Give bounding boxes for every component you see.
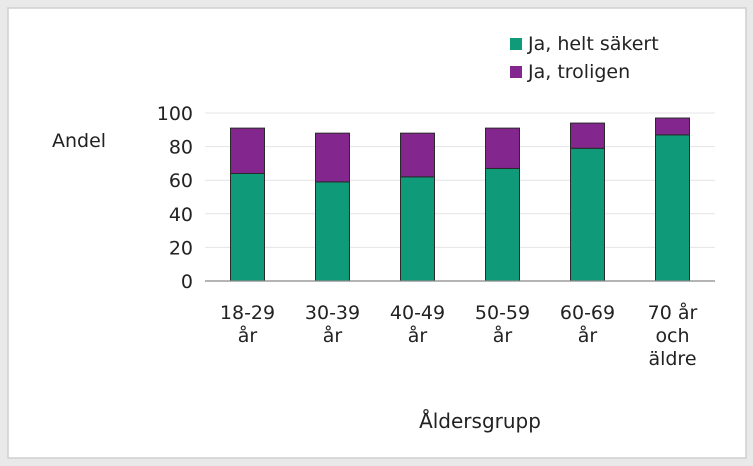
x-tick-label: äldre [648,348,696,370]
x-tick-label: år [408,324,428,347]
y-tick-label: 60 [169,170,193,192]
x-tick-label: år [493,324,513,347]
legend-swatch [510,38,522,50]
x-tick-label: 50-59 [475,302,530,324]
bar-segment-troligen [400,132,435,178]
legend-label: Ja, troligen [527,61,630,83]
x-tick-label: 30-39 [305,302,360,324]
y-tick-label: 0 [181,271,193,293]
x-tick-label: år [238,324,258,347]
bar-segment-helt-sakert [485,167,520,282]
bar-segment-helt-sakert [400,176,435,282]
bar-segment-helt-sakert [230,172,265,282]
x-tick-label: 18-29 [220,302,275,324]
legend: Ja, helt säkert Ja, troligen [510,33,659,83]
chart-background [7,7,747,459]
x-tick-label: år [578,324,598,347]
y-axis-label: Andel [52,130,106,152]
legend-label: Ja, helt säkert [527,33,659,55]
x-axis-label: Åldersgrupp [419,409,541,433]
bar-segment-troligen [485,127,520,169]
y-tick-label: 100 [157,103,193,125]
x-tick-label: och [655,325,689,347]
x-tick-label: år [323,324,343,347]
bar-segment-troligen [570,122,605,149]
gridlines [205,112,715,248]
bar-segment-troligen [230,127,265,174]
y-tick-label: 20 [169,237,193,259]
y-tick-label: 80 [169,137,193,159]
y-tick-labels: 0 20 40 60 80 100 [157,103,193,293]
x-tick-label: 60-69 [560,302,615,324]
bar-segment-helt-sakert [570,147,605,282]
bar-segment-troligen [315,132,350,183]
x-tick-label: 70 år [648,301,698,324]
x-tick-label: 40-49 [390,302,445,324]
legend-swatch [510,66,522,78]
bar-segment-helt-sakert [315,181,350,282]
y-tick-label: 40 [169,204,193,226]
bar-segment-helt-sakert [655,134,690,282]
bars-group [230,117,690,282]
bar-segment-troligen [655,117,690,136]
